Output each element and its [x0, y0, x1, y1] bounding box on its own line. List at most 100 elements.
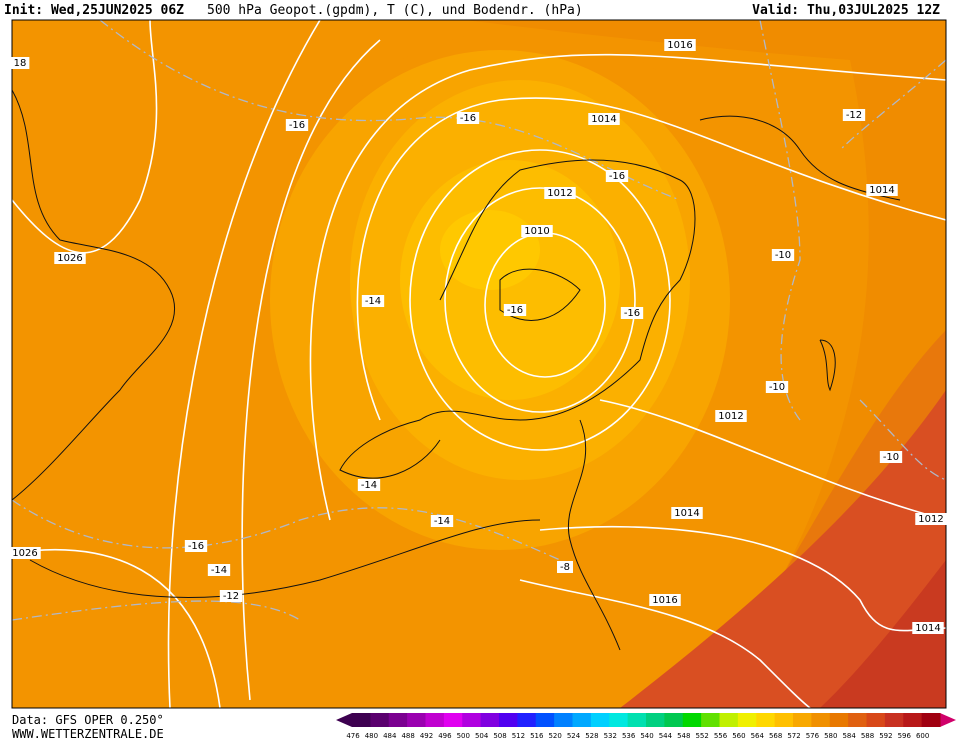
- temperature-label-box: [219, 590, 243, 602]
- temperature-label-box: [285, 119, 309, 131]
- temperature-label: -14: [430, 515, 454, 527]
- colorbar-tick-label: 544: [659, 732, 673, 740]
- isobar-label: 18: [10, 57, 30, 69]
- colorbar-tick-label: 496: [438, 732, 452, 740]
- colorbar-tick-label: 532: [604, 732, 617, 740]
- temperature-label-text: -14: [434, 516, 450, 527]
- colorbar-arrow-right: [940, 713, 956, 727]
- isobar-label: 1012: [544, 187, 576, 199]
- colorbar-swatch: [646, 713, 665, 727]
- temperature-label: -12: [842, 109, 866, 121]
- isobar-label-box: [521, 225, 553, 237]
- temperature-label-box: [879, 451, 903, 463]
- colorbar-tick-label: 480: [365, 732, 378, 740]
- temperature-label-box: [184, 540, 208, 552]
- isobar-label-text: 1014: [915, 623, 940, 634]
- colorbar-swatch: [627, 713, 647, 727]
- colorbar-swatch: [664, 713, 684, 727]
- colorbar-tick-label: 488: [401, 732, 414, 740]
- colorbar-swatch: [388, 713, 408, 727]
- colorbar-tick-label: 548: [677, 732, 690, 740]
- colorbar-swatch: [535, 713, 555, 727]
- map-frame: [11, 19, 947, 709]
- isobar-label-text: 1014: [674, 508, 699, 519]
- temperature-label: -16: [605, 170, 629, 182]
- colorbar-swatch: [425, 713, 445, 727]
- colorbar-tick-label: 504: [475, 732, 489, 740]
- colorbar-tick-label: 592: [879, 732, 892, 740]
- colorbar-swatch: [572, 713, 592, 727]
- colorbar-arrow-left: [336, 713, 352, 727]
- isotherms: [12, 20, 946, 621]
- isobar-label-box: [588, 113, 620, 125]
- isobar-label-box: [54, 252, 86, 264]
- colorbar-tick-label: 508: [493, 732, 506, 740]
- temperature-label: -12: [219, 590, 243, 602]
- temperature-label-box: [503, 304, 527, 316]
- colorbar-tick-label: 528: [585, 732, 598, 740]
- init-time: Init: Wed,25JUN2025 06Z: [4, 3, 184, 18]
- colorbar-swatch: [701, 713, 720, 727]
- colorbar-tick-label: 580: [824, 732, 837, 740]
- temperature-label: -16: [285, 119, 309, 131]
- isobar-label-box: [912, 622, 944, 634]
- temperature-label-box: [605, 170, 629, 182]
- isobar-label-text: 1016: [667, 40, 692, 51]
- isobar-label: 1016: [649, 594, 681, 606]
- temperature-label: -16: [620, 307, 644, 319]
- colorbar-swatch: [884, 713, 904, 727]
- colorbar-tick-label: 476: [346, 732, 360, 740]
- isobar-label: 1016: [664, 39, 696, 51]
- colorbar-tick-label: 500: [457, 732, 470, 740]
- colorbar-tick-label: 556: [714, 732, 728, 740]
- temperature-label-text: -10: [775, 250, 791, 261]
- temperature-label-text: -16: [507, 305, 523, 316]
- temperature-label-text: -16: [289, 120, 305, 131]
- colorbar-tick-label: 584: [842, 732, 856, 740]
- colorbar-tick-label: 564: [751, 732, 765, 740]
- colorbar-swatch: [774, 713, 794, 727]
- temperature-label-text: -10: [883, 452, 899, 463]
- temperature-label-text: -8: [560, 562, 570, 573]
- colorbar-swatch: [609, 713, 629, 727]
- colorbar-tick-label: 516: [530, 732, 544, 740]
- colorbar-tick-label: 484: [383, 732, 397, 740]
- temperature-label-text: -14: [365, 296, 381, 307]
- temperature-label: -10: [765, 381, 789, 393]
- isobar-label: 1014: [866, 184, 898, 196]
- isobar-label-text: 1016: [652, 595, 677, 606]
- colorbar-swatch: [719, 713, 739, 727]
- isobar-label: 1026: [54, 252, 86, 264]
- isobar-label-box: [915, 513, 947, 525]
- colorbar-tick-label: 540: [640, 732, 653, 740]
- colorbar-tick-label: 596: [898, 732, 912, 740]
- isobar-label: 1026: [9, 547, 41, 559]
- colorbar-swatch: [499, 713, 518, 727]
- isobar-label: 1014: [671, 507, 703, 519]
- colorbar-tick-label: 520: [548, 732, 561, 740]
- colorbar-swatch: [737, 713, 757, 727]
- isobar-label-text: 1012: [718, 411, 743, 422]
- temperature-label: -14: [207, 564, 231, 576]
- colorbar-swatch: [756, 713, 776, 727]
- colorbar-swatch: [903, 713, 923, 727]
- temperature-label-box: [357, 479, 381, 491]
- temperature-label: -16: [503, 304, 527, 316]
- colorbar-tick-label: 536: [622, 732, 636, 740]
- temperature-label-box: [456, 112, 480, 124]
- isobar-label: 1014: [588, 113, 620, 125]
- temperature-label-text: -16: [609, 171, 625, 182]
- data-source: Data: GFS OPER 0.250°: [12, 713, 164, 727]
- colorbar-tick-label: 576: [806, 732, 820, 740]
- isobar-label-text: 18: [14, 58, 27, 69]
- map-title: 500 hPa Geopot.(gpdm), T (C), und Bodend…: [207, 3, 583, 18]
- site-name: WWW.WETTERZENTRALE.DE: [12, 727, 164, 741]
- isobar-label-box: [10, 57, 30, 69]
- isobar-label-text: 1010: [524, 226, 549, 237]
- temperature-label-box: [620, 307, 644, 319]
- temperature-label: -10: [879, 451, 903, 463]
- colorbar-tick-label: 588: [861, 732, 874, 740]
- isobar-label-box: [664, 39, 696, 51]
- isobars: [12, 20, 946, 708]
- isobar-label: 1012: [915, 513, 947, 525]
